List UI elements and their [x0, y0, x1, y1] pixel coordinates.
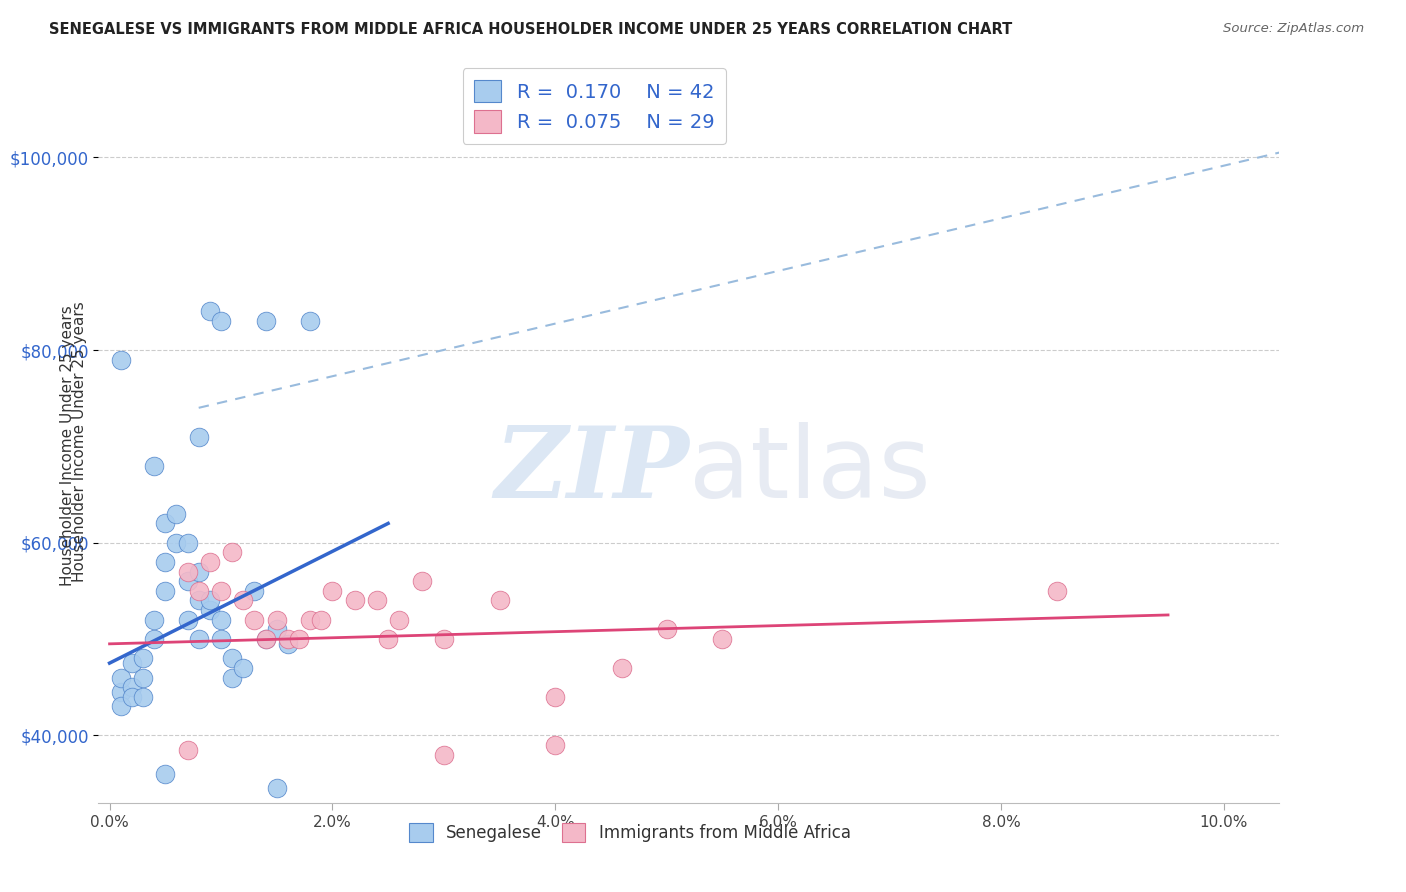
- Point: [232, 593, 254, 607]
- Point: [254, 632, 277, 646]
- Point: [176, 613, 198, 627]
- Point: [433, 747, 456, 762]
- Point: [198, 593, 221, 607]
- Point: [121, 680, 143, 694]
- Point: [155, 516, 177, 531]
- Point: [433, 632, 456, 646]
- Point: [377, 632, 399, 646]
- Point: [209, 613, 232, 627]
- Point: [121, 690, 143, 704]
- Point: [187, 593, 209, 607]
- Point: [143, 613, 166, 627]
- Point: [176, 743, 198, 757]
- Point: [243, 583, 266, 598]
- Point: [155, 583, 177, 598]
- Y-axis label: Householder Income Under 25 years: Householder Income Under 25 years: [72, 301, 87, 582]
- Point: [266, 613, 288, 627]
- Point: [544, 738, 567, 752]
- Point: [187, 632, 209, 646]
- Text: ZIP: ZIP: [494, 422, 689, 518]
- Point: [132, 690, 155, 704]
- Point: [221, 651, 243, 665]
- Point: [155, 555, 177, 569]
- Point: [277, 632, 299, 646]
- Point: [366, 593, 388, 607]
- Point: [277, 637, 299, 651]
- Point: [321, 583, 343, 598]
- Point: [544, 690, 567, 704]
- Point: [209, 314, 232, 328]
- Point: [198, 603, 221, 617]
- Point: [221, 671, 243, 685]
- Point: [176, 565, 198, 579]
- Point: [209, 632, 232, 646]
- Point: [132, 651, 155, 665]
- Point: [254, 632, 277, 646]
- Point: [110, 699, 132, 714]
- Point: [143, 458, 166, 473]
- Point: [176, 574, 198, 589]
- Point: [155, 767, 177, 781]
- Point: [110, 352, 132, 367]
- Point: [309, 613, 332, 627]
- Point: [1046, 583, 1069, 598]
- Point: [110, 671, 132, 685]
- Point: [411, 574, 433, 589]
- Point: [198, 304, 221, 318]
- Legend: Senegalese, Immigrants from Middle Africa: Senegalese, Immigrants from Middle Afric…: [402, 816, 858, 848]
- Point: [610, 661, 633, 675]
- Point: [266, 623, 288, 637]
- Point: [165, 507, 187, 521]
- Point: [232, 661, 254, 675]
- Text: Source: ZipAtlas.com: Source: ZipAtlas.com: [1223, 22, 1364, 36]
- Text: atlas: atlas: [689, 422, 931, 519]
- Point: [711, 632, 734, 646]
- Point: [198, 555, 221, 569]
- Point: [254, 314, 277, 328]
- Point: [299, 314, 322, 328]
- Point: [221, 545, 243, 559]
- Point: [121, 656, 143, 670]
- Point: [343, 593, 366, 607]
- Point: [176, 535, 198, 549]
- Point: [288, 632, 311, 646]
- Point: [110, 685, 132, 699]
- Point: [388, 613, 411, 627]
- Point: [187, 565, 209, 579]
- Text: Householder Income Under 25 years: Householder Income Under 25 years: [60, 306, 75, 586]
- Point: [209, 583, 232, 598]
- Point: [187, 583, 209, 598]
- Point: [655, 623, 678, 637]
- Point: [243, 613, 266, 627]
- Point: [165, 535, 187, 549]
- Point: [143, 632, 166, 646]
- Text: SENEGALESE VS IMMIGRANTS FROM MIDDLE AFRICA HOUSEHOLDER INCOME UNDER 25 YEARS CO: SENEGALESE VS IMMIGRANTS FROM MIDDLE AFR…: [49, 22, 1012, 37]
- Point: [266, 781, 288, 796]
- Point: [488, 593, 510, 607]
- Point: [299, 613, 322, 627]
- Point: [132, 671, 155, 685]
- Point: [187, 430, 209, 444]
